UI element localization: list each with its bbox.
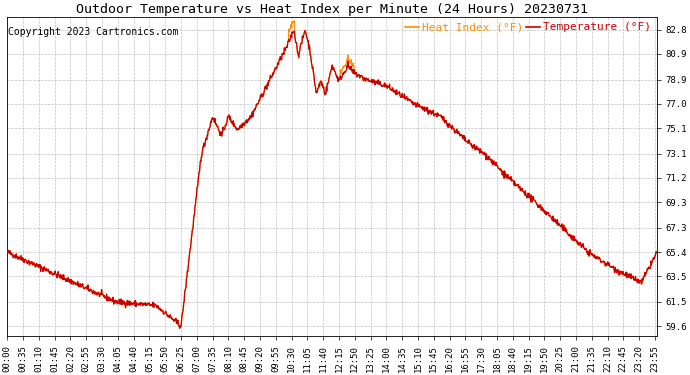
Text: Copyright 2023 Cartronics.com: Copyright 2023 Cartronics.com (8, 27, 178, 36)
Legend: Heat Index (°F), Temperature (°F): Heat Index (°F), Temperature (°F) (405, 22, 651, 33)
Title: Outdoor Temperature vs Heat Index per Minute (24 Hours) 20230731: Outdoor Temperature vs Heat Index per Mi… (76, 3, 588, 16)
